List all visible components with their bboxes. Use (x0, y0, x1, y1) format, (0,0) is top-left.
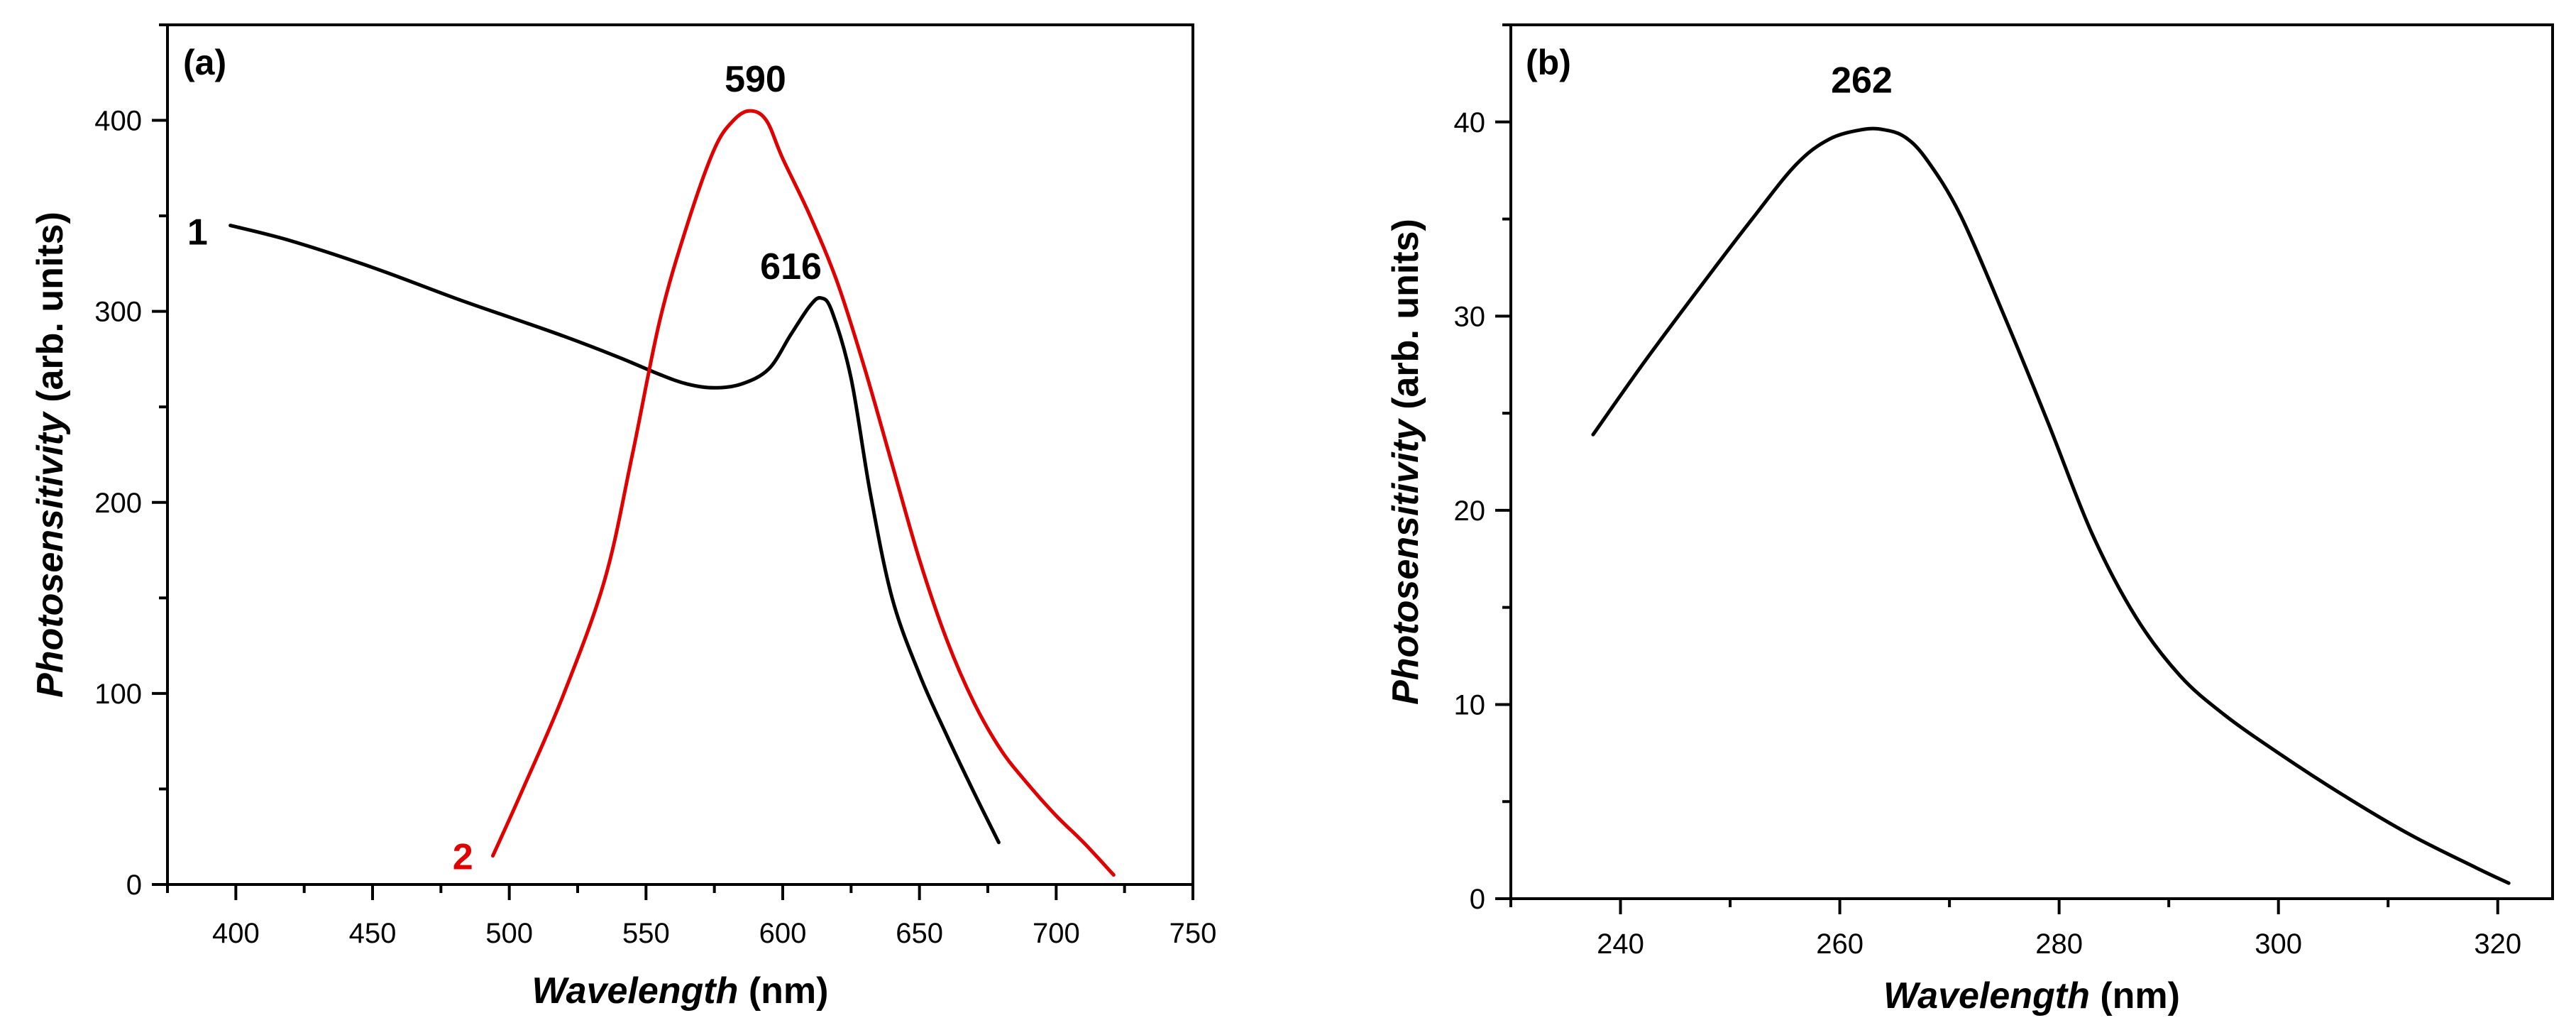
y-axis-title: Photosensitivity (arb. units) (30, 212, 71, 698)
x-axis-title: Wavelength (nm) (532, 970, 829, 1012)
annotation-590: 590 (725, 59, 786, 100)
panel-label: (a) (183, 43, 226, 82)
y-axis-title: Photosensitivity (arb. units) (1385, 219, 1426, 705)
y-tick-label: 30 (1454, 301, 1486, 332)
x-tick-label: 600 (759, 918, 807, 949)
y-tick-label: 0 (126, 870, 142, 901)
series-line-spectrum (1591, 126, 2511, 885)
x-tick-label: 500 (485, 918, 533, 949)
y-tick-label: 20 (1454, 495, 1486, 527)
x-axis-title: Wavelength (nm) (1883, 975, 2180, 1017)
y-tick-label: 400 (94, 106, 142, 137)
plot-frame (1509, 23, 2554, 900)
y-tick-label: 300 (94, 297, 142, 328)
panel-b: 240 260 280 300 320 0 10 20 30 40 Wavelength (nm) P… (1385, 23, 2554, 1017)
annotation-1: 1 (187, 212, 208, 253)
x-axis-title-unit: (nm) (2090, 975, 2180, 1017)
x-axis-title-italic: Wavelength (1883, 975, 2090, 1017)
panel-a: 400 450 500 550 600 650 700 750 0 100 200 300 400 Wav… (30, 23, 1217, 1012)
y-tick-label: 100 (94, 679, 142, 710)
series-line-2 (491, 109, 1116, 877)
y-axis-title-italic: Photosensitivity (1385, 417, 1426, 705)
y-axis-title-unit: (arb. units) (30, 212, 71, 412)
annotation-262: 262 (1831, 60, 1893, 102)
x-tick-label: 450 (349, 918, 397, 949)
y-tick-label: 200 (94, 488, 142, 519)
x-tick-label: 320 (2474, 928, 2521, 960)
panel-label: (b) (1526, 43, 1571, 82)
x-tick-label: 260 (1816, 928, 1864, 960)
x-axis-title-italic: Wavelength (532, 970, 739, 1012)
annotation-616: 616 (760, 246, 822, 287)
series-line-1 (229, 224, 1001, 845)
y-tick-label: 0 (1470, 884, 1485, 915)
x-tick-label: 700 (1033, 918, 1080, 949)
y-tick-label: 40 (1454, 107, 1486, 138)
x-tick-label: 650 (896, 918, 943, 949)
plot-frame (166, 23, 1194, 886)
x-tick-label: 280 (2035, 928, 2083, 960)
x-tick-label: 750 (1169, 918, 1217, 949)
x-axis-title-unit: (nm) (738, 970, 828, 1012)
x-tick-label: 400 (212, 918, 260, 949)
x-tick-label: 300 (2255, 928, 2302, 960)
x-tick-label: 240 (1597, 928, 1644, 960)
annotation-2: 2 (453, 836, 473, 877)
y-tick-label: 10 (1454, 689, 1486, 721)
y-axis-title-italic: Photosensitivity (30, 410, 71, 698)
y-axis-title-unit: (arb. units) (1385, 219, 1426, 420)
x-tick-label: 550 (622, 918, 670, 949)
